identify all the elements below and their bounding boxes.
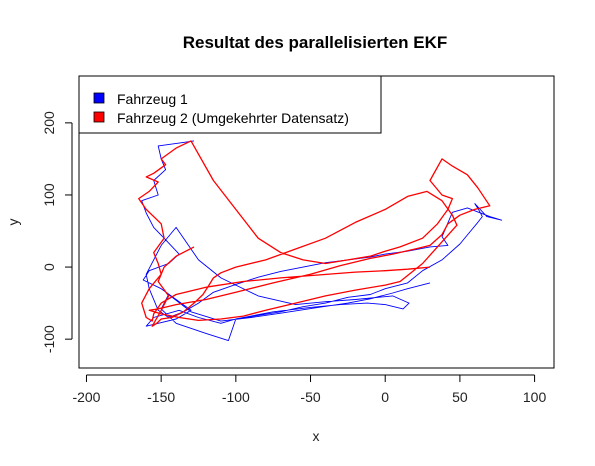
- y-axis-label: y: [5, 219, 21, 226]
- x-tick-label: -100: [222, 389, 250, 405]
- x-axis: -200 -150 -100 -50 0 50 100: [72, 374, 547, 405]
- y-tick-label: -100: [41, 325, 57, 353]
- x-tick-label: 100: [523, 389, 547, 405]
- series-line-fahrzeug-2-umgekehrter-datensatz: [138, 140, 491, 327]
- y-tick-label: 0: [41, 263, 57, 271]
- x-tick-label: 0: [381, 389, 389, 405]
- legend-label-fahrzeug-1: Fahrzeug 1: [117, 91, 188, 107]
- legend-swatch-fahrzeug-1: [93, 92, 105, 104]
- y-axis: -100 0 100 200: [41, 111, 73, 353]
- legend-swatch-fahrzeug-2: [93, 111, 105, 123]
- legend-box: [78, 75, 382, 134]
- x-tick-label: -200: [72, 389, 100, 405]
- chart-title: Resultat des parallelisierten EKF: [183, 33, 448, 52]
- y-tick-label: 200: [41, 111, 57, 135]
- series-line-fahrzeug-1: [141, 140, 503, 342]
- y-tick-label: 100: [41, 183, 57, 207]
- x-tick-label: 50: [452, 389, 468, 405]
- x-tick-label: -150: [147, 389, 175, 405]
- plot-lines: [138, 140, 503, 342]
- x-axis-label: x: [313, 428, 320, 444]
- x-tick-label: -50: [300, 389, 320, 405]
- legend-label-fahrzeug-2: Fahrzeug 2 (Umgekehrter Datensatz): [117, 110, 349, 126]
- legend: Fahrzeug 1 Fahrzeug 2 (Umgekehrter Daten…: [78, 75, 382, 134]
